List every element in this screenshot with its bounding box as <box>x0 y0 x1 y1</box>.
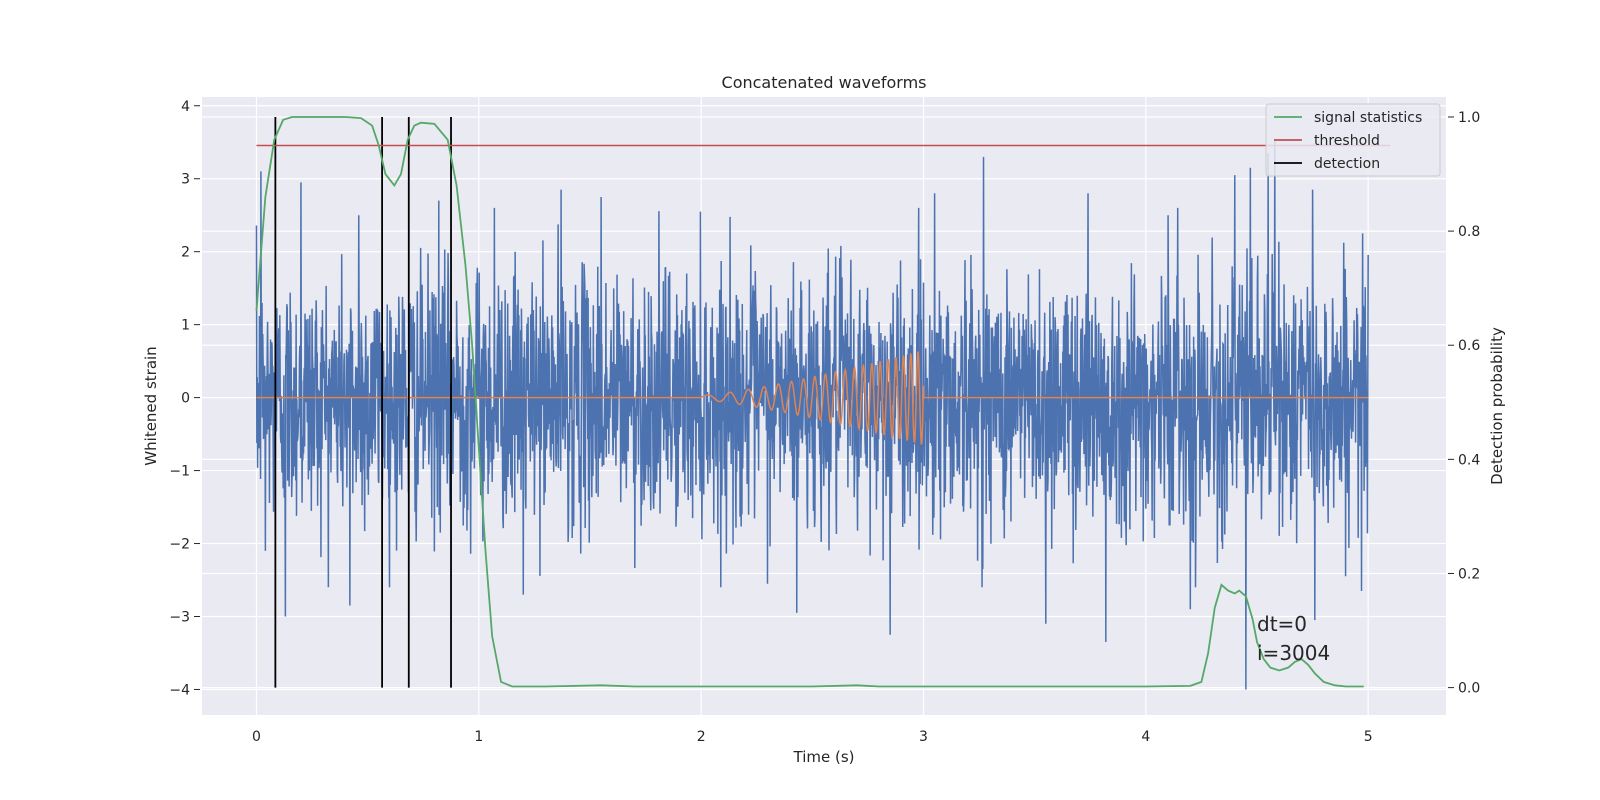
series-noise-line <box>255 138 1369 690</box>
y2-tick-label: 0.4 <box>1458 452 1480 468</box>
x-tick-label: 3 <box>919 729 928 745</box>
x-tick-label: 4 <box>1141 729 1150 745</box>
y-tick-label: 1 <box>181 318 190 334</box>
signal-statistics-line <box>255 116 1364 688</box>
y-tick-label: 3 <box>181 172 190 188</box>
x-tick-label: 2 <box>697 729 706 745</box>
legend-label-signal-statistics: signal statistics <box>1314 110 1422 126</box>
annotation-index: i=3004 <box>1257 641 1330 665</box>
y-tick-label: −4 <box>169 682 190 698</box>
y2-axis-ticks: 0.0 0.2 0.4 0.6 0.8 1.0 <box>1448 110 1480 697</box>
y-tick-label: 2 <box>181 245 190 261</box>
x-tick-label: 0 <box>252 729 261 745</box>
y-tick-label: −2 <box>169 537 190 553</box>
y-tick-label: 4 <box>181 99 190 115</box>
y2-tick-label: 1.0 <box>1458 110 1480 126</box>
y2-tick-label: 0.0 <box>1458 681 1480 697</box>
plot-area <box>255 116 1391 690</box>
y2-tick-label: 0.6 <box>1458 338 1480 354</box>
detection-lines <box>274 116 452 688</box>
x-axis-ticks: 0 1 2 3 4 5 <box>252 729 1373 745</box>
legend-label-threshold: threshold <box>1314 133 1380 149</box>
legend-box <box>1265 103 1441 177</box>
y-tick-label: 0 <box>181 391 190 407</box>
y-tick-label: −1 <box>169 464 190 480</box>
y2-axis-label: Detection probability <box>1488 327 1506 485</box>
y-axis-label: Whitened strain <box>142 346 160 465</box>
y2-tick-label: 0.2 <box>1458 566 1480 582</box>
y2-tick-label: 0.8 <box>1458 224 1480 240</box>
annotation: dt=0 i=3004 <box>1257 612 1330 665</box>
y-axis-ticks: −4 −3 −2 −1 0 1 2 3 4 <box>169 99 200 698</box>
x-axis-label: Time (s) <box>793 748 855 766</box>
x-tick-label: 5 <box>1364 729 1373 745</box>
x-tick-label: 1 <box>474 729 483 745</box>
legend-label-detection: detection <box>1314 156 1380 172</box>
series-chirp-line <box>256 350 1369 445</box>
legend: signal statistics threshold detection <box>1265 103 1441 177</box>
y-tick-label: −3 <box>169 609 190 625</box>
annotation-dt: dt=0 <box>1257 612 1307 636</box>
chart-title: Concatenated waveforms <box>722 73 927 92</box>
